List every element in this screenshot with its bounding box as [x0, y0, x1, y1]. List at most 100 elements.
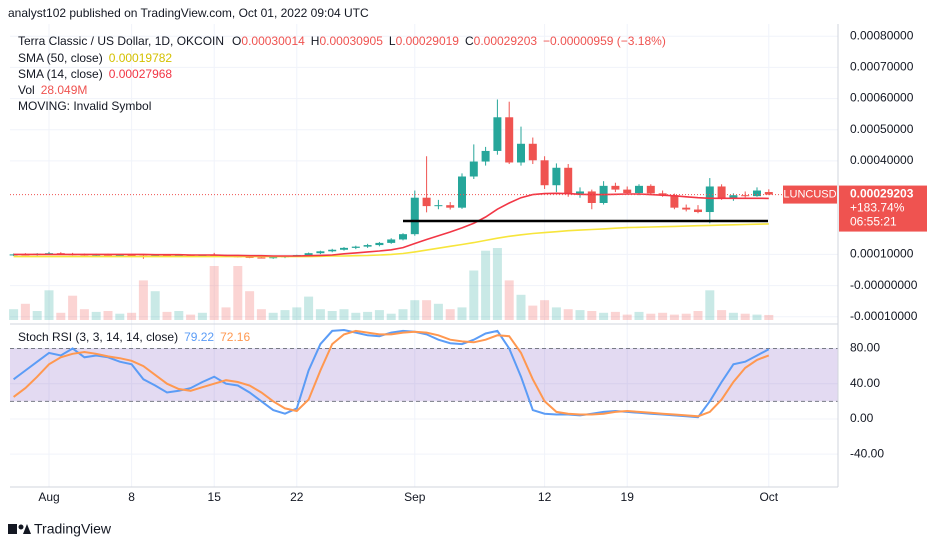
indicator-line — [13, 223, 769, 258]
legend-sma: SMA (14, close) 0.00027968 — [18, 67, 172, 81]
volume-bar — [540, 300, 550, 320]
candle-body — [623, 189, 632, 194]
y-tick-label: -0.00000000 — [850, 278, 918, 292]
y-tick-label: 0.00080000 — [850, 28, 914, 42]
legend-part: Terra Classic / US Dollar, 1D, OKCOIN — [18, 34, 224, 48]
volume-bar — [103, 311, 113, 320]
footer-logo: TradingView — [8, 521, 112, 537]
volume-bar — [658, 312, 668, 320]
legend-part: 0.00029203 — [474, 34, 538, 48]
legend-part: Vol — [18, 83, 35, 97]
volume-bar — [469, 270, 479, 320]
labels: 0.00080000 0.00070000 0.00060000 0.00050000… — [18, 28, 927, 504]
x-tick-label: Sep — [404, 490, 426, 504]
volume-bar — [457, 307, 467, 320]
volume-bar — [705, 290, 715, 320]
legend-part: −0.00000959 (−3.18%) — [543, 34, 666, 48]
volume-bar — [304, 296, 314, 320]
candle-body — [717, 186, 726, 199]
volume-bar — [56, 312, 66, 320]
candle-body — [493, 117, 502, 151]
candle-body — [245, 256, 254, 258]
volume-bar — [528, 305, 538, 320]
legend-part: 0.00029019 — [396, 34, 460, 48]
volume-bar — [292, 307, 302, 320]
volume-bar — [44, 290, 54, 320]
volume-bar — [681, 313, 691, 320]
x-tick-label: Aug — [38, 490, 59, 504]
volume-bar — [138, 280, 148, 320]
volume-bar — [79, 309, 89, 320]
legend-part: 0.00030014 — [241, 34, 305, 48]
y-tick-label: -40.00 — [850, 446, 884, 460]
footer-text: TradingView — [34, 521, 112, 537]
indicator-line — [13, 329, 770, 418]
candle-body — [422, 197, 431, 207]
x-tick-label: 15 — [208, 490, 222, 504]
y-tick-label: 0.00010000 — [850, 247, 914, 261]
candle-body — [505, 117, 514, 163]
volume-bar — [422, 300, 432, 320]
volume-bar — [268, 312, 278, 320]
legend-part: 0.00027968 — [109, 67, 173, 81]
volume-bar — [351, 312, 361, 320]
price-tag-countdown: 06:55:21 — [850, 215, 897, 229]
logo-shape — [23, 524, 31, 534]
volume-bar — [610, 311, 620, 320]
volume-bar — [752, 314, 762, 320]
y-tick-label: 0.00 — [850, 411, 874, 425]
volume-bar — [209, 266, 219, 320]
indicator-line — [13, 192, 769, 257]
volume-bar — [386, 313, 396, 320]
candle-body — [375, 242, 384, 246]
y-tick-label: 0.00060000 — [850, 91, 914, 105]
volume-bar — [516, 294, 526, 320]
candle-body — [705, 186, 714, 213]
candle-body — [552, 167, 561, 186]
volume-bar — [374, 310, 384, 320]
x-tick-label: 8 — [128, 490, 135, 504]
volume-bar — [551, 307, 561, 320]
volume-bar — [728, 312, 738, 320]
candle-body — [269, 257, 278, 259]
volume-bar — [9, 309, 19, 320]
volume-bar — [764, 314, 774, 320]
volume-bar — [162, 311, 172, 320]
candle-body — [611, 185, 620, 190]
legend-part: 0.00030905 — [319, 34, 383, 48]
legend-part: L — [389, 34, 396, 48]
y-tick-label: 40.00 — [850, 376, 880, 390]
volume-bar — [410, 300, 420, 320]
legend-part: Stoch RSI (3, 3, 14, 14, close) — [18, 330, 178, 344]
x-tick-label: Oct — [759, 490, 778, 504]
symbol-tag-text: LUNCUSD — [783, 188, 836, 200]
volume-bar — [339, 309, 349, 320]
legend-part: 0.00019782 — [109, 51, 173, 65]
x-tick-label: 22 — [290, 490, 304, 504]
volume-bar — [599, 312, 609, 320]
volume-bar — [233, 266, 243, 320]
volume-bar — [504, 280, 514, 320]
volume-bar — [433, 303, 443, 320]
volume-bar — [315, 309, 325, 320]
volume-bar — [445, 309, 455, 320]
candle-body — [481, 150, 490, 162]
candle-body — [658, 193, 667, 196]
candle-body — [434, 205, 443, 207]
legend-stoch: Stoch RSI (3, 3, 14, 14, close) 79.22 72.1… — [18, 330, 250, 344]
candle-body — [694, 209, 702, 213]
candle-body — [517, 143, 525, 163]
candle-body — [127, 255, 136, 257]
volume-bar — [327, 311, 337, 320]
candle-body — [257, 257, 266, 259]
legend-part: O — [232, 34, 241, 48]
stoch-band — [10, 348, 838, 402]
volume-bar — [174, 311, 184, 320]
volume-bar — [481, 250, 491, 320]
candle-body — [729, 195, 738, 199]
volume-bar — [563, 309, 573, 320]
y-tick-label: 0.00050000 — [850, 122, 914, 136]
volume-bar — [575, 310, 585, 320]
volume-bar — [20, 303, 30, 320]
